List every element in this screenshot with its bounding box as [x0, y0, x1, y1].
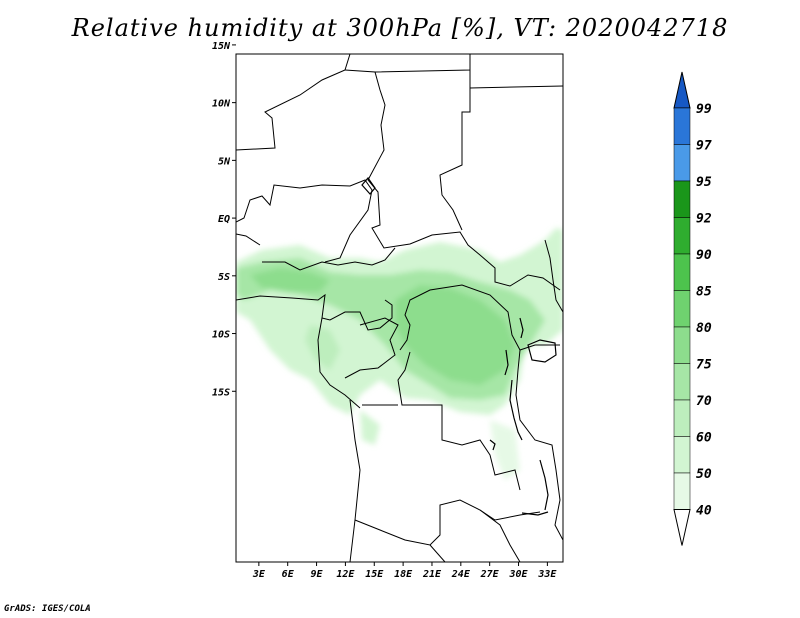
colorbar-label: 75: [696, 358, 712, 373]
y-tick-label: EQ: [218, 214, 230, 225]
x-tick-label: 27E: [480, 569, 500, 580]
colorbar-label: 90: [696, 248, 712, 263]
colorbar-label: 60: [696, 431, 712, 446]
y-tick-label: 5N: [218, 156, 231, 167]
x-tick-label: 30E: [508, 569, 528, 580]
grads-credit: GrADS: IGES/COLA: [4, 604, 91, 614]
x-tick-label: 6E: [282, 569, 295, 580]
colorbar-label: 95: [696, 175, 712, 190]
y-tick-label: 15S: [212, 387, 230, 398]
lake-mweru: [489, 439, 496, 451]
colorbar-box: [673, 144, 691, 182]
lake-victoria: [527, 339, 557, 363]
y-tick-label: 10N: [212, 99, 231, 110]
colorbar-box: [673, 472, 691, 510]
y-tick-label: 15N: [212, 41, 231, 52]
lakes: [361, 177, 557, 516]
x-tick-label: 9E: [311, 569, 324, 580]
lake-kariba: [521, 511, 549, 516]
x-tick-label: 21E: [422, 569, 442, 580]
colorbar-box: [673, 107, 691, 145]
colorbar-box: [673, 253, 691, 291]
colorbar-box: [673, 363, 691, 401]
lake-malawi: [539, 459, 549, 511]
colorbar-box: [673, 399, 691, 437]
humidity-shading: [236, 228, 563, 480]
x-tick-label: 33E: [537, 569, 557, 580]
lake-albert: [519, 317, 524, 339]
x-tick-label: 3E: [252, 569, 266, 580]
colorbar-bottom-triangle: [673, 509, 691, 546]
colorbar-label: 40: [696, 504, 712, 519]
lake-kivu: [504, 349, 509, 376]
colorbar-box: [673, 180, 691, 218]
x-axis: 3E 6E 9E 12E 15E 18E 21E 24E 27E 30E 33E: [252, 562, 557, 580]
colorbar-label: 99: [696, 102, 712, 117]
colorbar-box: [673, 436, 691, 474]
humidity-area-maxima: [395, 285, 515, 385]
colorbar-label: 92: [696, 212, 712, 227]
y-tick-label: 10S: [212, 330, 230, 341]
colorbar-label: 70: [696, 394, 712, 409]
colorbar-label: 80: [696, 321, 712, 336]
map-title: Relative humidity at 300hPa [%], VT: 202…: [71, 14, 729, 42]
x-tick-label: 15E: [365, 569, 384, 580]
x-tick-label: 12E: [336, 569, 355, 580]
colorbar-box: [673, 217, 691, 255]
y-tick-label: 5S: [218, 272, 230, 283]
lake-tanganyika: [509, 379, 523, 441]
colorbar-label: 50: [696, 467, 712, 482]
colorbar-box: [673, 326, 691, 364]
colorbar-top-triangle: [673, 71, 691, 109]
colorbar-label: 85: [696, 285, 712, 300]
colorbar-label: 97: [696, 139, 712, 154]
x-tick-label: 24E: [451, 569, 471, 580]
colorbar-box: [673, 290, 691, 328]
y-axis: 20N15N10N5NEQ5S10S15S: [212, 41, 236, 398]
x-tick-label: 18E: [394, 569, 413, 580]
lake-chad: [361, 177, 376, 195]
country-borders: [236, 54, 563, 562]
colorbar: 40 50 60 70 75 80 85 90 92 95 97 99: [673, 71, 712, 546]
map-frame: [235, 53, 564, 563]
